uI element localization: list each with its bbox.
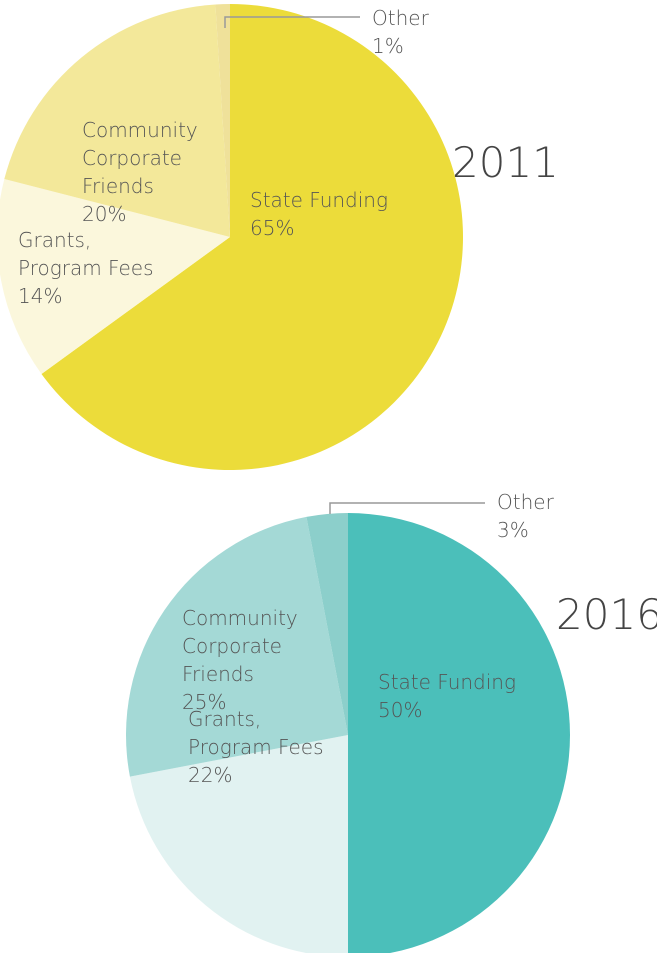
slice-label: State Funding 65% — [250, 186, 420, 242]
leader-line — [224, 16, 360, 28]
slice-value: 20% — [82, 202, 127, 226]
slice-name: State Funding — [250, 188, 388, 212]
leader-line — [329, 502, 485, 514]
slice-name: Grants, Program Fees — [18, 228, 154, 280]
pie-slice — [41, 4, 464, 470]
pie-slice — [126, 516, 349, 777]
pie-slice — [0, 179, 230, 374]
slice-label: Other 1% — [372, 4, 452, 60]
slice-name: State Funding — [378, 670, 516, 694]
pie-slice — [306, 513, 348, 735]
slice-label: Community Corporate Friends 25% — [182, 604, 302, 716]
slice-name: Grants, Program Fees — [188, 707, 324, 759]
slice-value: 22% — [188, 763, 233, 787]
pie-slice — [348, 513, 570, 953]
slice-label: Community Corporate Friends 20% — [82, 116, 202, 228]
chart-title: 2011 — [452, 138, 559, 187]
pie-slice — [215, 4, 230, 237]
slice-name: Other — [497, 490, 554, 514]
slice-name: Community Corporate Friends — [182, 606, 298, 686]
slice-label: Grants, Program Fees 22% — [188, 705, 328, 789]
slice-name: Community Corporate Friends — [82, 118, 198, 198]
slice-name: Other — [372, 6, 429, 30]
pie-slice — [4, 4, 230, 237]
chart-title: 2016 — [556, 590, 657, 639]
slice-value: 65% — [250, 216, 295, 240]
slice-value: 3% — [497, 518, 529, 542]
slice-value: 50% — [378, 698, 423, 722]
pie-slice — [129, 735, 348, 953]
slice-value: 14% — [18, 284, 63, 308]
slice-value: 1% — [372, 34, 404, 58]
slice-value: 25% — [182, 690, 227, 714]
slice-label: State Funding 50% — [378, 668, 548, 724]
slice-label: Other 3% — [497, 488, 577, 544]
slice-label: Grants, Program Fees 14% — [18, 226, 158, 310]
